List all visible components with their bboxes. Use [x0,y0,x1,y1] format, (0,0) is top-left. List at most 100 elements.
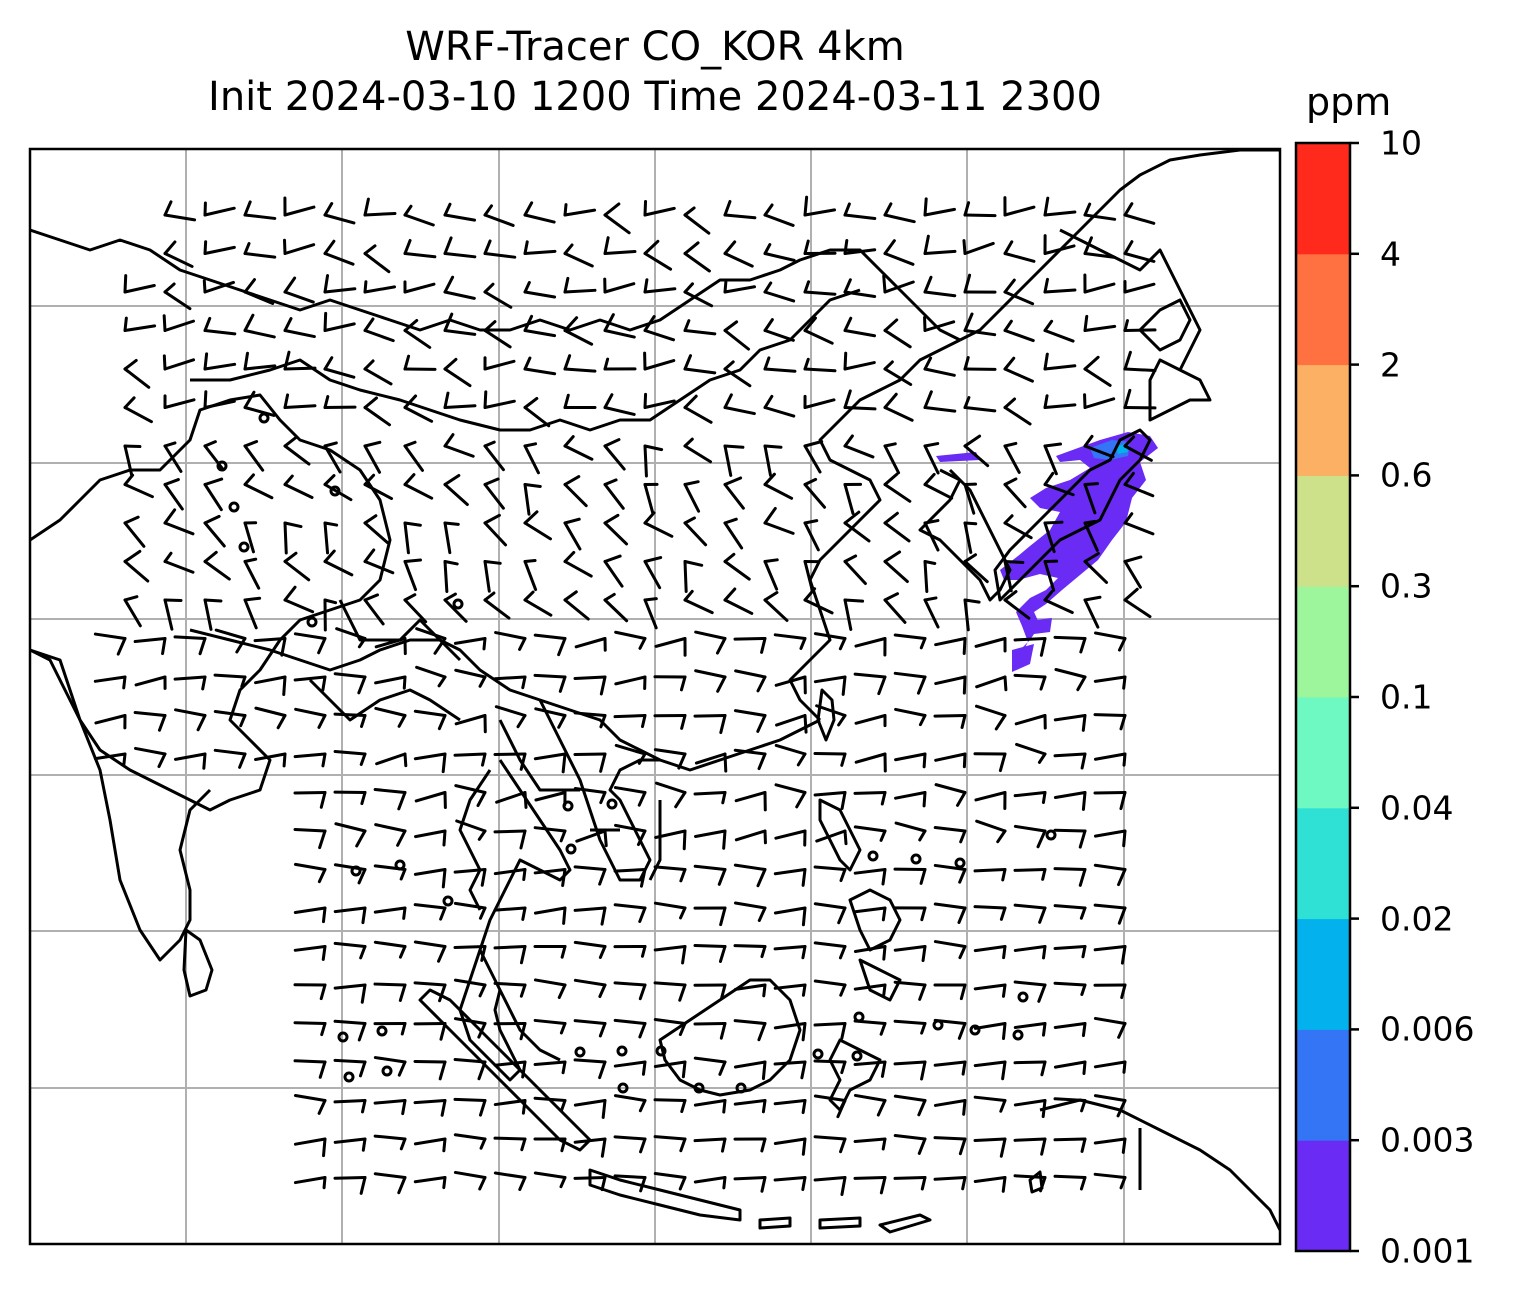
wind-barb-flag [403,521,422,527]
wind-barb [813,979,847,987]
wind-barb [773,1137,807,1146]
wind-barb [734,791,767,803]
wind-barb-flag [843,202,851,217]
wind-barb [613,1060,647,1068]
wind-barb-flag [640,945,647,958]
wind-barb-flag [843,510,861,525]
wind-barb-flag [521,1060,527,1079]
wind-barb-flag [359,752,367,766]
wind-barb-flag [323,202,334,217]
wind-barb-flag [478,983,487,998]
wind-barb [1003,444,1021,474]
wind-barb-flag [757,752,767,771]
wind-barb-flag [403,354,411,371]
wind-barb [683,329,717,336]
wind-barb [853,825,887,833]
wind-barb [523,329,557,338]
wind-barb [723,329,751,351]
wind-barb-flag [563,393,570,409]
wind-barb [813,941,847,948]
wind-barb-flag [319,983,327,1001]
wind-barb-flag [757,906,767,922]
wind-barb [603,444,626,471]
wind-barb [893,945,927,952]
wind-barb [494,631,527,640]
wind-barb [1083,521,1099,552]
wind-barb-flag [438,983,447,1003]
wind-barb-flag [883,550,902,563]
wind-barb-flag [643,444,664,452]
wind-barb-flag [1001,1022,1007,1041]
wind-barb-flag [1001,1176,1007,1193]
wind-barb [323,252,355,266]
wind-barb-flag [882,945,887,961]
wind-barb-flag [961,1060,967,1076]
colorbar-tick-label: 4 [1380,234,1401,274]
wind-barb-flag [1038,906,1047,924]
wind-barb [363,483,394,501]
wind-barb-flag [641,1060,647,1076]
wind-barb [483,213,515,227]
wind-barb-flag [763,472,776,486]
wind-barb-flag [883,472,899,486]
wind-barb-flag [719,983,727,1001]
wind-barb-flag [722,1176,727,1190]
wind-barb-flag [838,945,847,960]
wind-barb-flag [563,590,578,602]
wind-barb-flag [443,592,457,602]
wind-barb-flag [1122,752,1127,767]
wind-barb [763,213,795,227]
wind-barb [293,827,327,833]
wind-barb [813,1022,847,1027]
wind-barb-flag [235,637,247,654]
wind-barb-flag [723,240,737,255]
wind-barb-flag [843,389,852,409]
wind-barb-flag [518,1176,527,1191]
wind-barb-flag [1001,1060,1007,1081]
wind-barb-flag [561,752,567,774]
wind-barb-flag [477,1060,487,1081]
wind-barb-flag [283,435,298,448]
wind-barb [1093,1172,1127,1179]
wind-barb-flag [760,1176,767,1193]
wind-barb [1003,252,1036,263]
wind-barb [1123,560,1142,589]
wind-barb-flag [363,317,375,332]
title-line-2: Init 2024-03-10 1200 Time 2024-03-11 230… [208,74,1102,120]
wind-barb-flag [683,589,694,602]
wind-barb-flag [876,1099,887,1117]
wind-barb [523,483,531,516]
wind-barb [1053,1022,1087,1029]
wind-barb [453,752,487,757]
wind-barb [654,829,687,839]
wind-barb-flag [360,983,367,1004]
wind-barb-flag [803,357,810,371]
wind-barb-flag [881,1137,887,1151]
wind-barb [1093,863,1127,871]
wind-barb [733,709,767,717]
wind-barb-flag [1122,675,1127,690]
wind-barb [454,784,487,794]
wind-barb-flag [403,558,422,563]
wind-barb [1093,1016,1127,1025]
wind-barb-flag [521,675,527,690]
wind-barb-flag [843,238,849,255]
wind-barb [763,483,794,500]
wind-barb-flag [1043,394,1049,409]
wind-barb-flag [1123,587,1139,602]
wind-barb [973,1095,1007,1102]
wind-barb-flag [961,1176,967,1191]
wind-barb [883,406,914,422]
wind-barb-flag [918,829,927,842]
wind-barb-flag [723,393,733,409]
wind-barb-flag [523,590,535,602]
wind-barb-flag [560,945,567,959]
wind-barb [403,598,428,624]
wind-barb [1013,673,1047,679]
wind-barb [413,1059,447,1064]
wind-barb [1043,329,1075,343]
wind-barb [493,868,527,876]
wind-barb-flag [803,316,817,332]
wind-barb [1003,205,1036,217]
wind-barb [563,252,594,268]
